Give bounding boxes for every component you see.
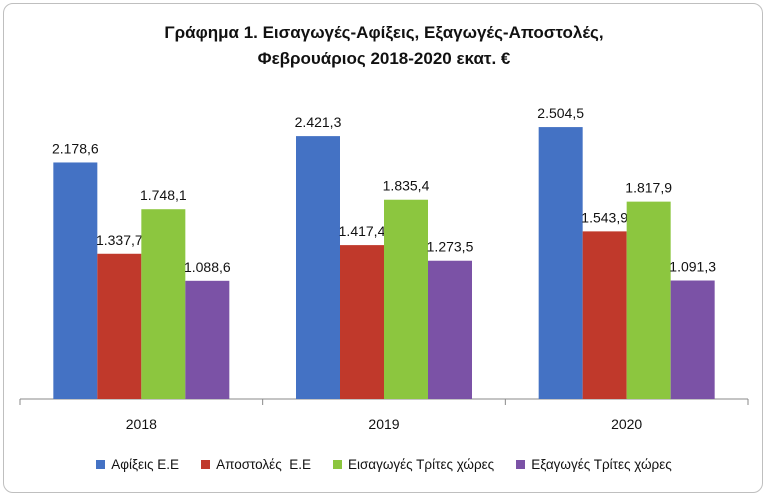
bar: [296, 136, 340, 399]
x-tick-label: 2020: [611, 416, 642, 432]
bar: [185, 280, 230, 399]
data-label: 1.748,1: [140, 187, 187, 203]
legend-label: Αφίξεις Ε.Ε: [111, 457, 180, 472]
data-label: 1.835,4: [383, 178, 430, 194]
bar: [538, 127, 583, 399]
data-label: 1.273,5: [427, 239, 474, 255]
bar: [141, 209, 186, 399]
legend: Αφίξεις Ε.Ε Αποστολές Ε.Ε Εισαγωγές Τρίτ…: [0, 457, 768, 472]
legend-swatch: [332, 460, 342, 469]
bar: [626, 201, 671, 399]
chart-title-line-2: Φεβρουάριος 2018-2020 εκατ. €: [257, 49, 511, 68]
bar: [340, 245, 384, 399]
data-label: 2.504,5: [537, 105, 584, 121]
legend-label: Εξαγωγές Τρίτες χώρες: [531, 457, 672, 472]
legend-item-imports-third: Εισαγωγές Τρίτες χώρες: [332, 457, 495, 472]
data-label: 1.817,9: [625, 180, 672, 196]
bar: [384, 199, 428, 399]
legend-label: Αποστολές Ε.Ε: [216, 457, 311, 472]
bar: [670, 280, 715, 399]
legend-swatch: [201, 460, 211, 469]
legend-item-exports-third: Εξαγωγές Τρίτες χώρες: [516, 457, 672, 472]
data-label: 1.091,3: [669, 259, 716, 275]
bar: [582, 231, 627, 399]
data-label: 2.421,3: [295, 114, 342, 130]
x-tick-label: 2018: [126, 416, 157, 432]
x-tick-label: 2019: [368, 416, 399, 432]
data-label: 1.088,6: [184, 259, 231, 275]
bar: [97, 253, 142, 399]
data-label: 2.178,6: [52, 140, 99, 156]
legend-item-arrivals-eu: Αφίξεις Ε.Ε: [96, 457, 179, 472]
bar: [428, 260, 472, 399]
legend-label: Εισαγωγές Τρίτες χώρες: [347, 457, 495, 472]
legend-swatch: [96, 460, 106, 469]
data-label: 1.543,9: [581, 209, 628, 225]
bar: [53, 162, 98, 399]
legend-swatch: [516, 460, 526, 469]
data-label: 1.417,4: [339, 223, 386, 239]
data-label: 1.337,7: [96, 232, 143, 248]
chart-title: Γράφημα 1. Εισαγωγές-Αφίξεις, Εξαγωγές-Α…: [0, 20, 768, 72]
legend-item-dispatches-eu: Αποστολές Ε.Ε: [201, 457, 311, 472]
chart-title-line-1: Γράφημα 1. Εισαγωγές-Αφίξεις, Εξαγωγές-Α…: [164, 23, 604, 42]
